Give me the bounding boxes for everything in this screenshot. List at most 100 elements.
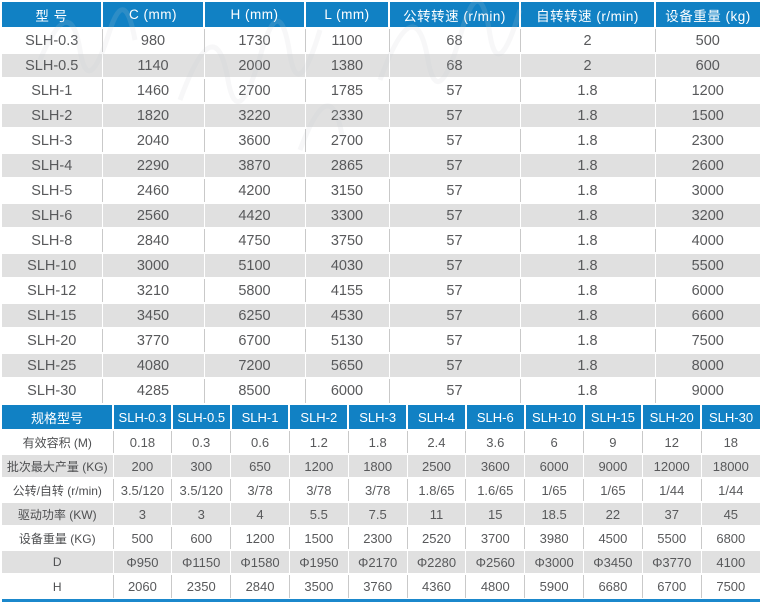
value-cell: 11 bbox=[407, 501, 467, 526]
value-cell: 300 bbox=[171, 453, 232, 478]
value-cell: 3870 bbox=[204, 152, 306, 178]
value-cell: 2300 bbox=[348, 525, 408, 550]
value-cell: 1460 bbox=[102, 77, 205, 103]
value-cell: 3300 bbox=[305, 202, 390, 228]
value-cell: 3/78 bbox=[289, 477, 349, 502]
column-header: H (mm) bbox=[204, 2, 306, 28]
value-cell: 57 bbox=[389, 227, 521, 253]
value-cell: 3700 bbox=[465, 525, 526, 550]
value-cell: 57 bbox=[389, 202, 521, 228]
value-cell: 1785 bbox=[305, 77, 390, 103]
value-cell: 5900 bbox=[524, 573, 584, 598]
value-cell: 4800 bbox=[465, 573, 526, 598]
value-cell: 18000 bbox=[701, 453, 760, 478]
value-cell: 2060 bbox=[113, 573, 173, 598]
table-row: 公转/自转 (r/min) 3.5/120 3.5/120 3/78 3/78 3/78 1… bbox=[2, 477, 760, 502]
value-cell: 1.8 bbox=[520, 127, 656, 153]
value-cell: 3150 bbox=[305, 177, 390, 203]
model-column-header: SLH-3 bbox=[348, 405, 409, 430]
value-cell: 2700 bbox=[305, 127, 390, 153]
value-cell: 5130 bbox=[305, 327, 390, 353]
model-cell: SLH-3 bbox=[2, 127, 103, 153]
value-cell: 3200 bbox=[655, 202, 760, 228]
value-cell: 6700 bbox=[204, 327, 306, 353]
table-row: SLH-8 2840 4750 3750 57 1.8 4000 bbox=[2, 227, 760, 253]
model-cell: SLH-10 bbox=[2, 252, 103, 278]
value-cell: 4500 bbox=[583, 525, 643, 550]
value-cell: 2290 bbox=[102, 152, 205, 178]
value-cell: 2350 bbox=[171, 573, 232, 598]
model-cell: SLH-20 bbox=[2, 327, 103, 353]
model-column-header: SLH-0.3 bbox=[113, 405, 173, 430]
value-cell: 4750 bbox=[204, 227, 306, 253]
value-cell: 1200 bbox=[230, 525, 290, 550]
value-cell: Φ1950 bbox=[289, 549, 349, 574]
value-cell: 2330 bbox=[305, 102, 390, 128]
value-cell: 5.5 bbox=[289, 501, 349, 526]
value-cell: 1.8 bbox=[520, 102, 656, 128]
value-cell: 37 bbox=[642, 501, 702, 526]
value-cell: 2 bbox=[520, 52, 656, 78]
value-cell: 3 bbox=[113, 501, 173, 526]
value-cell: Φ3770 bbox=[642, 549, 702, 574]
row-label: 驱动功率 (KW) bbox=[2, 501, 114, 526]
value-cell: 0.3 bbox=[171, 429, 232, 454]
value-cell: 7.5 bbox=[348, 501, 408, 526]
value-cell: 1380 bbox=[305, 52, 390, 78]
value-cell: 57 bbox=[389, 327, 521, 353]
value-cell: 200 bbox=[113, 453, 173, 478]
value-cell: 1.8 bbox=[520, 252, 656, 278]
value-cell: 2500 bbox=[407, 453, 467, 478]
value-cell: 1.8 bbox=[520, 177, 656, 203]
row-label: 有效容积 (M) bbox=[2, 429, 114, 454]
value-cell: 57 bbox=[389, 77, 521, 103]
value-cell: 3/78 bbox=[230, 477, 290, 502]
value-cell: 4 bbox=[230, 501, 290, 526]
value-cell: 57 bbox=[389, 252, 521, 278]
model-cell: SLH-2 bbox=[2, 102, 103, 128]
value-cell: 6680 bbox=[583, 573, 643, 598]
table-row: 有效容积 (M) 0.18 0.3 0.6 1.2 1.8 2.4 3.6 6 9 12 18 bbox=[2, 429, 760, 454]
value-cell: 2560 bbox=[102, 202, 205, 228]
table-row: SLH-4 2290 3870 2865 57 1.8 2600 bbox=[2, 152, 760, 178]
table-row: SLH-2 1820 3220 2330 57 1.8 1500 bbox=[2, 102, 760, 128]
model-column-header: SLH-10 bbox=[524, 405, 585, 430]
value-cell: 18.5 bbox=[524, 501, 584, 526]
value-cell: 15 bbox=[465, 501, 526, 526]
value-cell: 18 bbox=[701, 429, 760, 454]
value-cell: 0.18 bbox=[113, 429, 173, 454]
table-row: SLH-10 3000 5100 4030 57 1.8 5500 bbox=[2, 252, 760, 278]
value-cell: 1.8/65 bbox=[407, 477, 467, 502]
table-row: SLH-0.3 980 1730 1100 68 2 500 bbox=[2, 27, 760, 53]
table-row: SLH-25 4080 7200 5650 57 1.8 8000 bbox=[2, 352, 760, 378]
value-cell: 1200 bbox=[655, 77, 760, 103]
value-cell: 4030 bbox=[305, 252, 390, 278]
value-cell: 4080 bbox=[102, 352, 205, 378]
value-cell: 1.8 bbox=[520, 202, 656, 228]
value-cell: 2840 bbox=[230, 573, 290, 598]
model-cell: SLH-15 bbox=[2, 302, 103, 328]
value-cell: 1.8 bbox=[520, 302, 656, 328]
value-cell: 6250 bbox=[204, 302, 306, 328]
value-cell: 4155 bbox=[305, 277, 390, 303]
value-cell: Φ950 bbox=[113, 549, 173, 574]
value-cell: 2840 bbox=[102, 227, 205, 253]
row-label: 公转/自转 (r/min) bbox=[2, 477, 114, 502]
value-cell: 57 bbox=[389, 177, 521, 203]
value-cell: 1/44 bbox=[701, 477, 760, 502]
value-cell: 3750 bbox=[305, 227, 390, 253]
column-header: 自转转速 (r/min) bbox=[520, 2, 656, 28]
value-cell: 6600 bbox=[655, 302, 760, 328]
model-column-header: SLH-15 bbox=[583, 405, 644, 430]
model-cell: SLH-12 bbox=[2, 277, 103, 303]
value-cell: 22 bbox=[583, 501, 643, 526]
value-cell: 57 bbox=[389, 102, 521, 128]
value-cell: 7200 bbox=[204, 352, 306, 378]
value-cell: 57 bbox=[389, 277, 521, 303]
specs-table-header-row: 规格型号 SLH-0.3 SLH-0.5 SLH-1 SLH-2 SLH-3 SLH-4 SL… bbox=[2, 405, 760, 430]
value-cell: 600 bbox=[655, 52, 760, 78]
value-cell: Φ2560 bbox=[465, 549, 526, 574]
value-cell: 600 bbox=[171, 525, 232, 550]
value-cell: 3000 bbox=[102, 252, 205, 278]
column-header: 型 号 bbox=[2, 2, 103, 28]
